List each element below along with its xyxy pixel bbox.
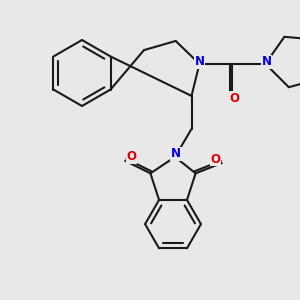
Text: N: N bbox=[261, 55, 272, 68]
Text: O: O bbox=[211, 153, 221, 166]
Text: O: O bbox=[126, 150, 136, 164]
Text: N: N bbox=[171, 147, 181, 161]
Text: O: O bbox=[230, 92, 239, 105]
Text: N: N bbox=[194, 55, 204, 68]
